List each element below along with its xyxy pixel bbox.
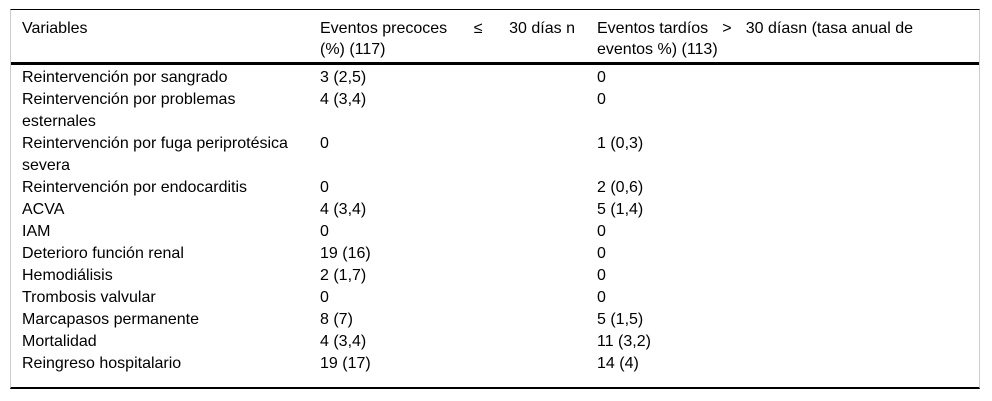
variable-label: Marcapasos permanente: [22, 311, 199, 328]
late-events-value: 0: [597, 289, 606, 306]
late-events-value: 0: [597, 223, 606, 240]
header-late-events-text: Eventos tardíos: [597, 20, 709, 37]
variable-label: Reintervención por sangrado: [22, 69, 228, 86]
variable-label: ACVA: [22, 201, 65, 218]
table-row: Reintervención por fuga periprotésica se…: [11, 133, 979, 177]
early-events-value: 0: [320, 135, 329, 152]
table-row: Deterioro función renal 19 (16) 0: [11, 243, 979, 265]
table-row: Reintervención por sangrado 3 (2,5) 0: [11, 67, 979, 89]
late-events-value: 0: [597, 267, 606, 284]
early-events-value: 4 (3,4): [320, 91, 367, 108]
early-events-value: 0: [320, 179, 329, 196]
clinical-events-table: Variables Eventos precoces ≤ 30 días n (…: [10, 9, 980, 389]
late-events-value: 2 (0,6): [597, 179, 644, 196]
header-early-events-text: Eventos precoces: [320, 20, 448, 37]
table-row: Trombosis valvular 0 0: [11, 287, 979, 309]
header-late-events-line1: Eventos tardíos > 30 díasn (tasa anual d…: [597, 18, 913, 39]
table-row: IAM 0 0: [11, 221, 979, 243]
variable-label: Reingreso hospitalario: [22, 355, 182, 372]
early-events-value: 2 (1,7): [320, 267, 367, 284]
early-events-value: 0: [320, 289, 329, 306]
early-events-value: 3 (2,5): [320, 69, 367, 86]
table-row: Reintervención por endocarditis 0 2 (0,6…: [11, 177, 979, 199]
table-row: Hemodiálisis 2 (1,7) 0: [11, 265, 979, 287]
header-early-events: Eventos precoces ≤ 30 días n (%) (117): [320, 18, 597, 60]
early-events-value: 4 (3,4): [320, 333, 367, 350]
table-body: Reintervención por sangrado 3 (2,5) 0 Re…: [11, 65, 979, 387]
greater-than-symbol: >: [722, 20, 732, 37]
variable-label: Mortalidad: [22, 333, 97, 350]
variable-label: Reintervención por fuga periprotésica se…: [22, 135, 288, 174]
header-late-events-line2: eventos %) (113): [597, 41, 718, 58]
table-header: Variables Eventos precoces ≤ 30 días n (…: [11, 10, 979, 65]
late-events-value: 0: [597, 91, 606, 108]
header-late-days-text: 30 díasn (tasa anual de: [745, 20, 913, 37]
variable-label: Trombosis valvular: [22, 289, 156, 306]
early-events-value: 19 (17): [320, 355, 371, 372]
variable-label: IAM: [22, 223, 51, 240]
header-early-events-line1: Eventos precoces ≤ 30 días n: [320, 18, 575, 39]
late-events-value: 0: [597, 245, 606, 262]
early-events-value: 19 (16): [320, 245, 371, 262]
header-variables-label: Variables: [22, 20, 88, 37]
variable-label: Reintervención por problemas esternales: [22, 91, 236, 130]
early-events-value: 0: [320, 223, 329, 240]
variable-label: Deterioro función renal: [22, 245, 184, 262]
header-early-events-line2: (%) (117): [320, 41, 386, 58]
table-row: Reingreso hospitalario 19 (17) 14 (4): [11, 353, 979, 375]
late-events-value: 5 (1,4): [597, 201, 644, 218]
table-row: Marcapasos permanente 8 (7) 5 (1,5): [11, 309, 979, 331]
table-row: Reintervención por problemas esternales …: [11, 89, 979, 133]
header-row: Variables Eventos precoces ≤ 30 días n (…: [11, 18, 979, 60]
table-row: ACVA 4 (3,4) 5 (1,4): [11, 199, 979, 221]
late-events-value: 5 (1,5): [597, 311, 644, 328]
late-events-value: 1 (0,3): [597, 135, 644, 152]
early-events-value: 8 (7): [320, 311, 353, 328]
late-events-value: 14 (4): [597, 355, 639, 372]
header-late-events: Eventos tardíos > 30 díasn (tasa anual d…: [597, 18, 979, 60]
less-equal-symbol: ≤: [473, 20, 483, 37]
header-early-days-text: 30 días n: [509, 20, 575, 37]
variable-label: Hemodiálisis: [22, 267, 113, 284]
table-row: Mortalidad 4 (3,4) 11 (3,2): [11, 331, 979, 353]
early-events-value: 4 (3,4): [320, 201, 367, 218]
late-events-value: 11 (3,2): [597, 333, 651, 350]
late-events-value: 0: [597, 69, 606, 86]
header-variables: Variables: [11, 18, 320, 39]
variable-label: Reintervención por endocarditis: [22, 179, 248, 196]
